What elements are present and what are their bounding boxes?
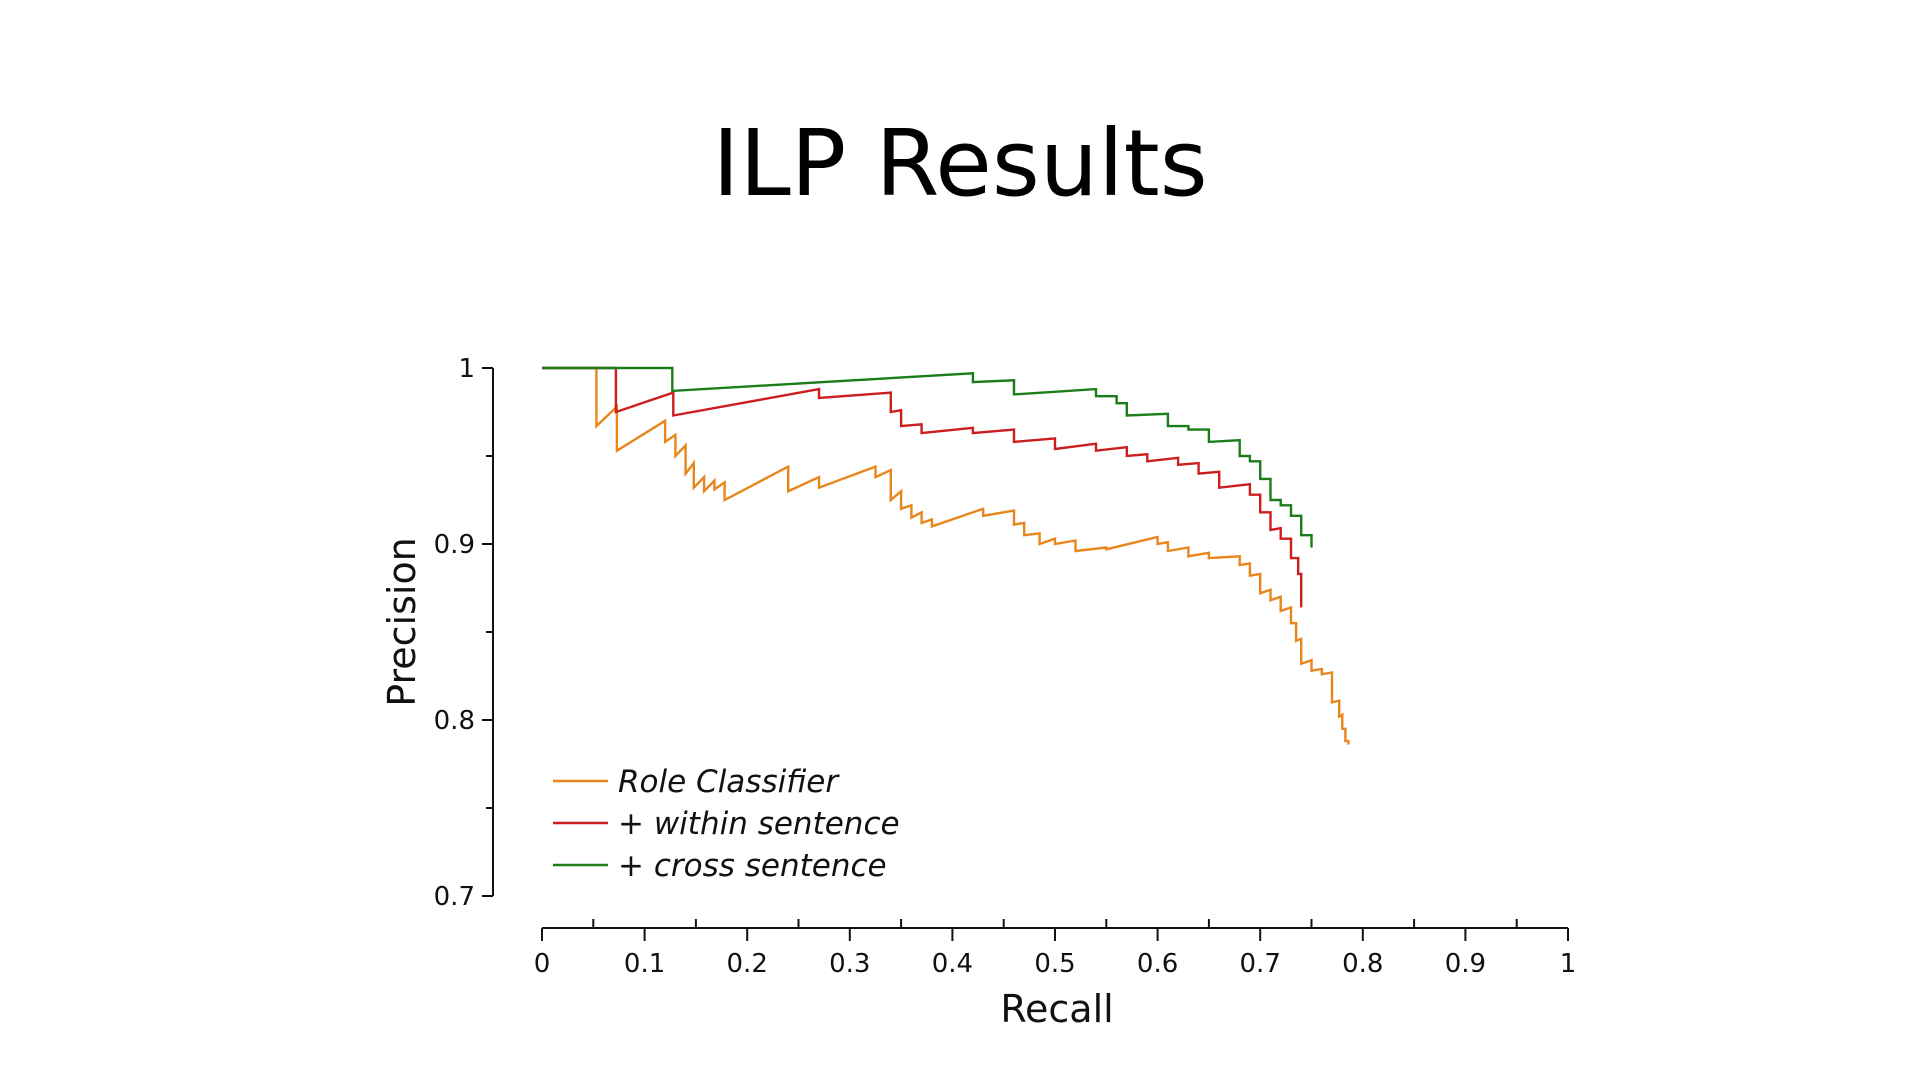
axes: 0.7 0.8 0.9 1 0 0.1 0.2 0.3 0.4 0.5 0.6 0.7 0.8 0.9 1	[434, 354, 1577, 979]
series-line-1	[542, 366, 1350, 745]
x-tick-label: 0.8	[1342, 949, 1383, 979]
x-tick-label: 0.7	[1240, 949, 1281, 979]
y-tick-label: 0.7	[434, 882, 475, 912]
x-tick-label: 0.5	[1034, 949, 1075, 979]
legend-label: Role Classifier	[618, 764, 840, 800]
y-axis-title: Precision	[380, 537, 424, 707]
x-tick-label: 1	[1560, 949, 1577, 979]
series-lines	[542, 366, 1350, 745]
y-tick-label: 1	[458, 354, 475, 384]
x-tick-label: 0	[534, 949, 551, 979]
legend-label: + within sentence	[618, 806, 900, 842]
series-line-3	[542, 366, 1313, 548]
x-tick-label: 0.1	[624, 949, 665, 979]
x-tick-label: 0.4	[932, 949, 973, 979]
y-tick-label: 0.8	[434, 706, 475, 736]
y-tick-label: 0.9	[434, 530, 475, 560]
series-line-2	[542, 366, 1303, 608]
x-tick-label: 0.9	[1445, 949, 1486, 979]
x-tick-label: 0.6	[1137, 949, 1178, 979]
x-axis-title: Recall	[1000, 987, 1113, 1031]
legend: Role Classifier + within sentence + cross …	[553, 764, 900, 884]
legend-label: + cross sentence	[618, 848, 887, 884]
x-tick-label: 0.3	[829, 949, 870, 979]
slide-title: ILP Results	[712, 110, 1208, 217]
x-tick-label: 0.2	[727, 949, 768, 979]
